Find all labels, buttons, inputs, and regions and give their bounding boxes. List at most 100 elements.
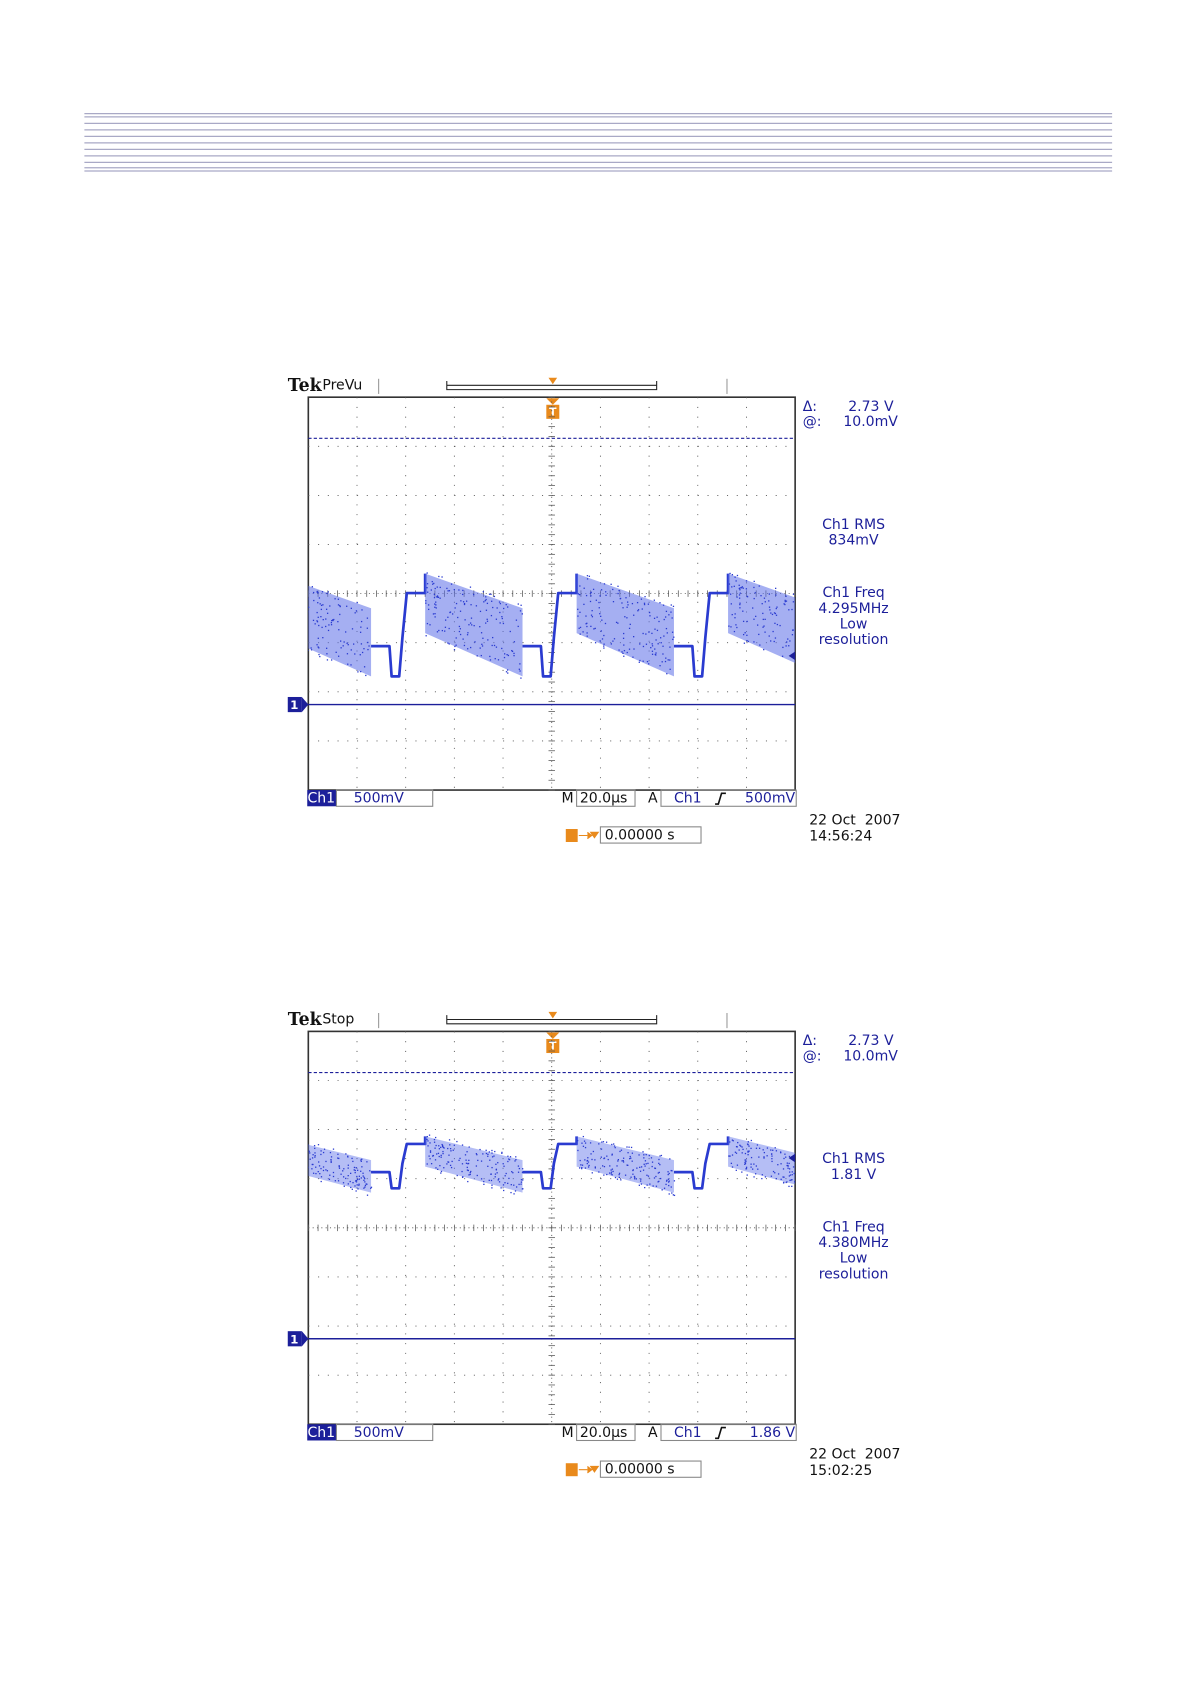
- waveform-noise: [788, 609, 790, 611]
- waveform-noise: [435, 1136, 437, 1139]
- waveform-noise: [803, 627, 804, 628]
- waveform-noise: [347, 1156, 349, 1158]
- waveform-noise: [308, 1144, 309, 1146]
- waveform-noise: [817, 653, 818, 654]
- waveform-noise: [337, 620, 339, 623]
- waveform-noise: [763, 1156, 765, 1158]
- waveform-noise: [814, 1165, 815, 1166]
- waveform-band: [576, 573, 674, 677]
- waveform-noise: [587, 1157, 589, 1159]
- waveform-noise: [339, 604, 341, 607]
- waveform-noise: [665, 1183, 667, 1186]
- waveform-noise: [286, 601, 287, 602]
- waveform-noise: [439, 586, 441, 589]
- waveform-noise: [502, 622, 505, 625]
- waveform-noise: [351, 628, 354, 630]
- waveform-noise: [458, 589, 460, 591]
- waveform-noise: [752, 607, 754, 609]
- waveform-noise: [435, 607, 437, 609]
- waveform-noise: [364, 1184, 367, 1187]
- waveform-noise: [638, 1184, 641, 1186]
- waveform-noise: [798, 596, 799, 597]
- waveform-noise: [321, 626, 323, 629]
- waveform-noise: [788, 1185, 790, 1188]
- waveform-noise: [605, 594, 607, 596]
- waveform-noise: [817, 1174, 818, 1175]
- waveform-noise: [339, 640, 342, 642]
- waveform-noise: [729, 572, 731, 575]
- waveform-noise: [357, 1188, 359, 1190]
- waveform-noise: [745, 1159, 747, 1161]
- waveform-noise: [616, 1178, 619, 1180]
- waveform-noise: [316, 644, 318, 646]
- waveform-noise: [356, 1184, 358, 1186]
- waveform-noise: [622, 1160, 624, 1162]
- timebase: 20.0µs: [580, 791, 628, 807]
- waveform-noise: [779, 1151, 782, 1153]
- waveform-noise: [586, 622, 588, 624]
- waveform-noise: [589, 592, 592, 594]
- waveform-noise: [666, 632, 668, 634]
- waveform-noise: [814, 624, 815, 625]
- waveform-noise: [604, 622, 607, 625]
- waveform-noise: [649, 615, 651, 617]
- waveform-noise: [479, 610, 482, 613]
- waveform-noise: [579, 626, 582, 629]
- waveform-noise: [609, 1172, 611, 1174]
- channel-marker-box: [287, 696, 302, 713]
- waveform-noise: [293, 1158, 294, 1159]
- waveform-noise: [487, 1165, 489, 1167]
- waveform-noise: [784, 603, 786, 606]
- waveform-noise: [496, 1172, 498, 1174]
- waveform-noise: [477, 1159, 479, 1162]
- waveform-noise: [485, 598, 487, 601]
- waveform-noise: [755, 1173, 757, 1175]
- brand: Tek: [288, 376, 323, 396]
- waveform-noise: [612, 1170, 614, 1173]
- waveform-noise: [653, 1177, 656, 1179]
- waveform-noise: [598, 601, 600, 604]
- waveform-noise: [458, 1159, 460, 1162]
- waveform-noise: [337, 604, 340, 606]
- waveform-noise: [590, 614, 593, 616]
- waveform-noise: [629, 623, 631, 626]
- waveform-noise: [304, 1169, 305, 1170]
- waveform-noise: [441, 1145, 444, 1148]
- waveform-noise: [734, 617, 736, 619]
- waveform-noise: [474, 641, 476, 643]
- waveform-band: [576, 1136, 674, 1193]
- waveform-noise: [774, 612, 777, 615]
- waveform-noise: [620, 1179, 622, 1181]
- waveform-noise: [316, 590, 318, 593]
- waveform-trace: [371, 573, 427, 678]
- waveform-noise: [362, 1175, 364, 1177]
- waveform-noise: [750, 1139, 752, 1142]
- waveform-noise: [300, 604, 301, 605]
- waveform-noise: [520, 1179, 523, 1181]
- waveform-noise: [600, 1148, 603, 1150]
- waveform-noise: [788, 1168, 791, 1170]
- waveform-noise: [643, 1157, 645, 1159]
- waveform-noise: [504, 653, 506, 655]
- waveform-noise: [782, 1182, 785, 1184]
- waveform-noise: [314, 623, 316, 625]
- waveform-noise: [330, 1156, 333, 1158]
- waveform-noise: [613, 638, 616, 640]
- waveform-noise: [663, 635, 665, 637]
- waveform-noise: [485, 1152, 488, 1155]
- waveform-noise: [507, 1160, 509, 1163]
- waveform-noise: [669, 668, 671, 670]
- waveform-noise: [435, 1144, 437, 1147]
- waveform-noise: [644, 596, 646, 598]
- waveform-noise: [791, 629, 794, 631]
- waveform-noise: [461, 1176, 464, 1178]
- waveform-noise: [768, 606, 771, 608]
- waveform-noise: [480, 632, 483, 634]
- trigger-pos-box: [599, 1460, 702, 1478]
- waveform-noise: [316, 611, 318, 614]
- waveform-noise: [277, 1158, 278, 1159]
- waveform-noise: [729, 1141, 731, 1143]
- waveform-noise: [772, 1149, 774, 1151]
- waveform-noise: [488, 1179, 490, 1181]
- waveform-noise: [340, 1173, 342, 1175]
